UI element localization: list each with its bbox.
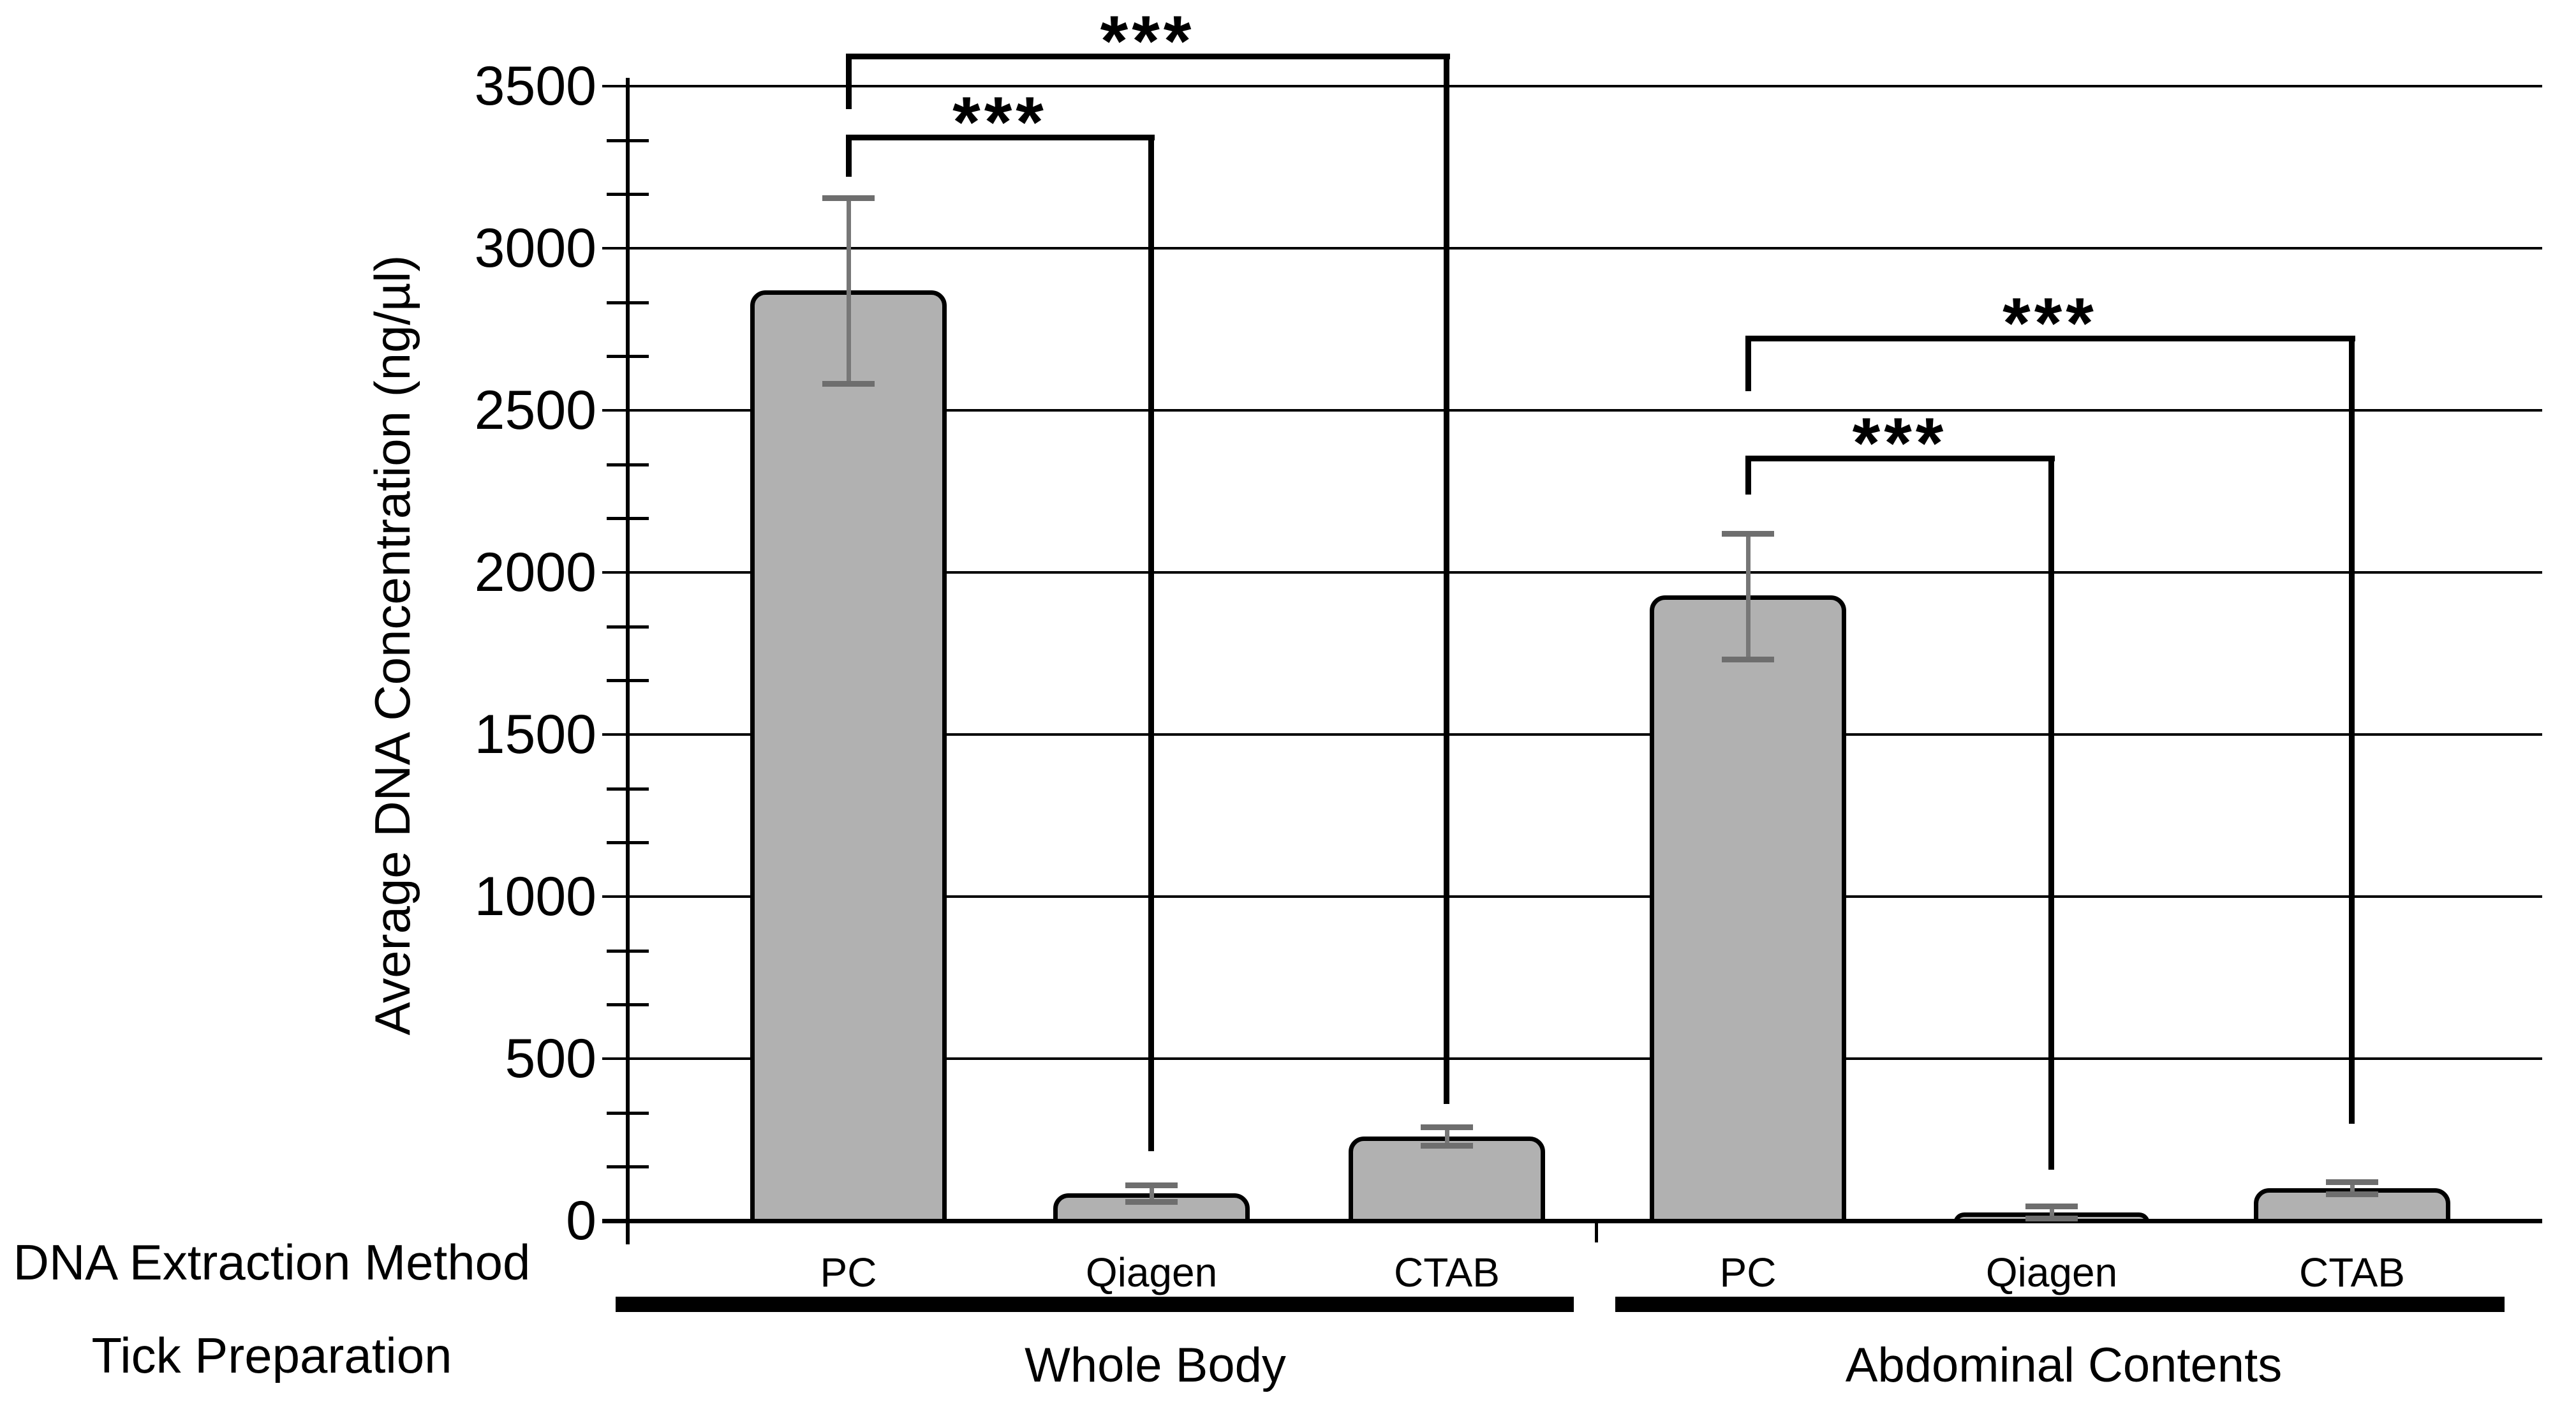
- gridline-2500: [602, 409, 2542, 412]
- error-bar-cap-bottom: [2326, 1191, 2378, 1198]
- x-category-label-3: PC: [1719, 1249, 1777, 1295]
- y-axis-line: [626, 78, 630, 1244]
- x-category-label-5: CTAB: [2299, 1249, 2405, 1295]
- group-underline-1: [1615, 1297, 2505, 1312]
- error-bar-line: [1746, 533, 1751, 660]
- sig-bracket-top: [1745, 336, 2355, 342]
- x-category-label-0: PC: [820, 1249, 877, 1295]
- gridline-500: [602, 1057, 2542, 1060]
- error-bar-line: [1150, 1185, 1154, 1203]
- y-tick-label-3500: 3500: [474, 56, 596, 117]
- group-label-0: Whole Body: [1025, 1338, 1286, 1392]
- sig-asterisks-2: ***: [2002, 283, 2098, 364]
- gridline-2000: [602, 571, 2542, 574]
- sig-bracket-top: [846, 54, 1450, 60]
- sig-bracket-top: [846, 135, 1155, 141]
- error-bar-cap-bottom: [1722, 657, 1774, 663]
- sig-asterisks-0: ***: [1100, 1, 1195, 82]
- error-bar-line: [847, 198, 851, 385]
- error-bar-cap-bottom: [1125, 1199, 1178, 1205]
- x-axis-row-label-tick-preparation: Tick Preparation: [91, 1327, 452, 1383]
- y-tick-label-1000: 1000: [474, 866, 596, 927]
- y-tick-label-3000: 3000: [474, 218, 596, 279]
- bar-abdominal-contents-ctab: [2254, 1188, 2450, 1223]
- y-tick-label-0: 0: [566, 1190, 596, 1251]
- sig-bracket-right-drop: [2048, 456, 2054, 1170]
- error-bar-line: [2050, 1206, 2054, 1219]
- gridline-1000: [602, 895, 2542, 898]
- error-bar-cap-top: [822, 195, 875, 202]
- y-tick-label-1500: 1500: [474, 704, 596, 765]
- error-bar-cap-bottom: [1421, 1143, 1473, 1149]
- gridline-1500: [602, 733, 2542, 736]
- y-tick-label-500: 500: [505, 1028, 597, 1089]
- error-bar-cap-top: [2326, 1179, 2378, 1186]
- sig-bracket-right-drop: [2349, 336, 2355, 1124]
- error-bar-cap-bottom: [822, 381, 875, 387]
- x-category-label-1: Qiagen: [1085, 1249, 1218, 1295]
- error-bar-cap-top: [2025, 1204, 2078, 1210]
- sig-bracket-right-drop: [1148, 135, 1154, 1151]
- error-bar-line: [1445, 1126, 1449, 1147]
- x-category-label-4: Qiagen: [1985, 1249, 2118, 1295]
- group-underline-0: [616, 1297, 1574, 1312]
- y-tick-label-2000: 2000: [474, 542, 596, 603]
- error-bar-cap-top: [1722, 531, 1774, 537]
- sig-asterisks-3: ***: [1852, 403, 1948, 484]
- x-axis-group-boundary-tick: [1595, 1221, 1598, 1242]
- gridline-0: [602, 1219, 2542, 1223]
- sig-bracket-left-drop: [1745, 336, 1751, 391]
- sig-bracket-left-drop: [1745, 456, 1751, 495]
- error-bar-line: [2350, 1182, 2355, 1195]
- x-category-label-2: CTAB: [1394, 1249, 1500, 1295]
- sig-bracket-right-drop: [1444, 54, 1449, 1105]
- error-bar-cap-bottom: [2025, 1216, 2078, 1222]
- gridline-3500: [602, 85, 2542, 87]
- error-bar-cap-top: [1125, 1182, 1178, 1189]
- y-tick-label-2500: 2500: [474, 380, 596, 441]
- error-bar-cap-top: [1421, 1124, 1473, 1130]
- sig-bracket-left-drop: [846, 135, 852, 177]
- sig-bracket-top: [1745, 456, 2055, 462]
- group-label-1: Abdominal Contents: [1845, 1338, 2283, 1392]
- bar-abdominal-contents-pc: [1650, 595, 1846, 1223]
- sig-bracket-left-drop: [846, 54, 852, 109]
- bar-whole-body-ctab: [1349, 1136, 1545, 1223]
- bar-whole-body-pc: [750, 290, 947, 1223]
- x-axis-row-label-extraction-method: DNA Extraction Method: [13, 1234, 531, 1290]
- sig-asterisks-1: ***: [952, 82, 1047, 163]
- gridline-3000: [602, 247, 2542, 250]
